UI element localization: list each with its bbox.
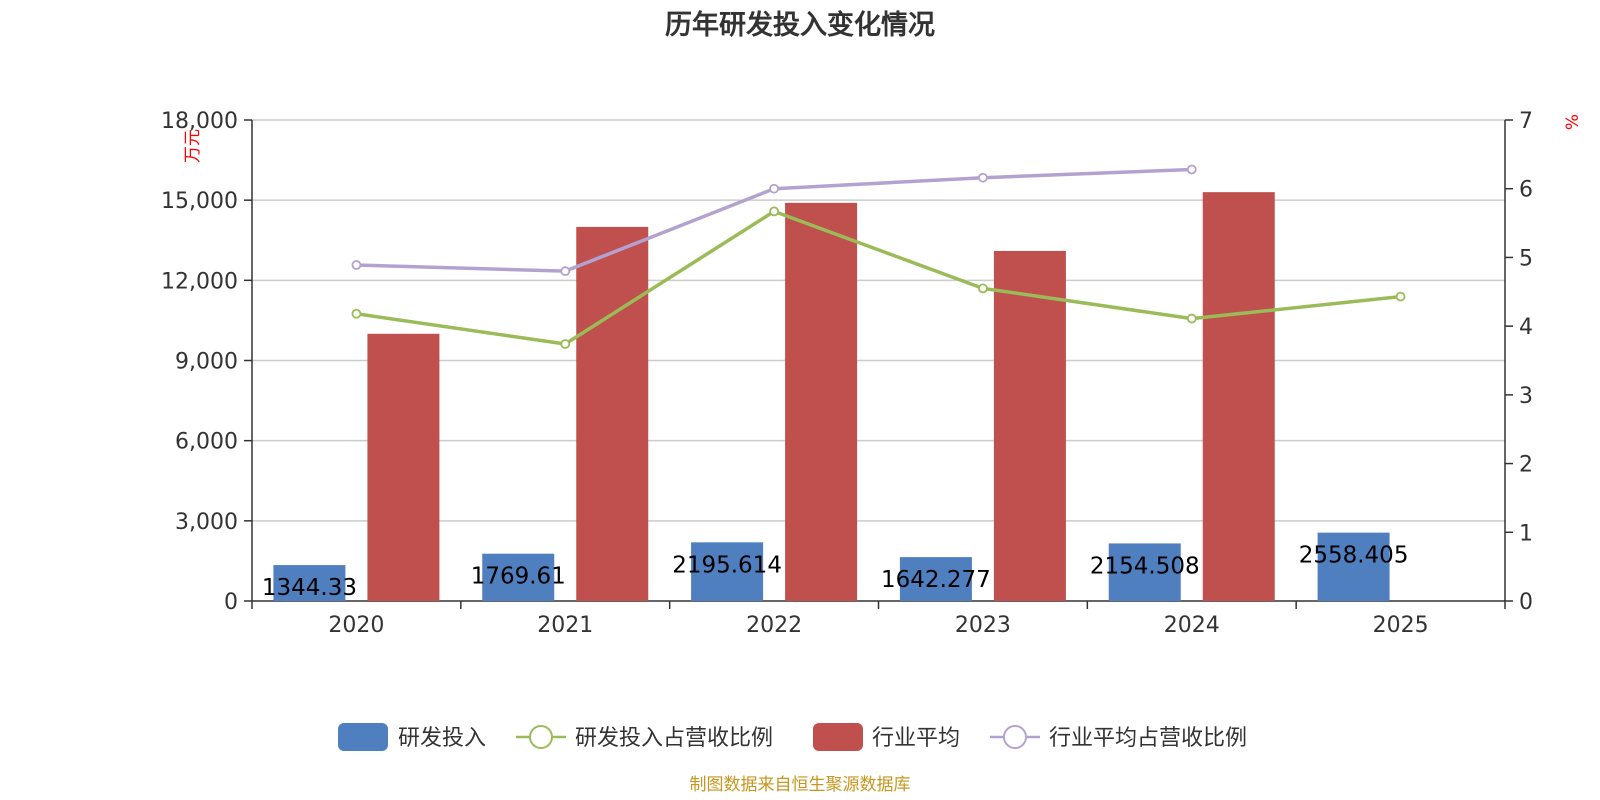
x-tick-label: 2025 [1373, 613, 1429, 638]
legend-label: 研发投入占营收比例 [575, 726, 773, 751]
x-tick-label: 2024 [1164, 613, 1220, 638]
y-left-tick-label: 18,000 [161, 109, 238, 134]
bar-研发投入 [1108, 543, 1181, 601]
legend-label: 行业平均占营收比例 [1049, 726, 1247, 751]
y-right-tick-label: 0 [1519, 590, 1533, 615]
line-研发投入占营收比例 [356, 209, 1401, 346]
y-right-tick-label: 7 [1519, 109, 1533, 134]
point-行业平均占营收比例 [769, 183, 779, 194]
y-left-tick-label: 9,000 [175, 350, 238, 375]
y-right-unit: % [1563, 114, 1583, 130]
x-tick-label: 2022 [746, 613, 802, 638]
legend-label: 研发投入 [398, 726, 486, 751]
bar-data-label: 1642.277 [881, 567, 991, 593]
y-left-unit: 万元 [183, 129, 203, 163]
point-行业平均占营收比例 [978, 172, 988, 183]
bar-data-label: 2154.508 [1090, 553, 1200, 579]
bar-data-label: 2558.405 [1299, 543, 1409, 569]
y-right-tick-label: 2 [1519, 453, 1533, 478]
y-right-tick-label: 5 [1519, 246, 1533, 271]
legend-label: 行业平均 [872, 726, 960, 751]
legend-marker-研发投入占营收比例 [529, 725, 553, 749]
y-right-tick-label: 6 [1519, 178, 1533, 203]
bar-研发投入 [482, 553, 555, 601]
bar-行业平均 [1202, 192, 1275, 601]
source-note: 制图数据来自恒生聚源数据库 [690, 775, 911, 795]
y-left-tick-label: 12,000 [161, 269, 238, 294]
x-tick-label: 2020 [328, 613, 384, 638]
y-left-tick-label: 0 [224, 590, 238, 615]
bar-data-label: 1769.61 [471, 564, 566, 590]
y-left-tick-label: 3,000 [175, 510, 238, 535]
point-研发投入占营收比例 [560, 339, 571, 349]
legend-swatch-研发投入 [338, 723, 388, 751]
y-left-tick-label: 6,000 [175, 430, 238, 455]
legend-swatch-行业平均 [813, 723, 863, 751]
point-研发投入占营收比例 [1186, 313, 1197, 324]
bar-data-label: 2195.614 [672, 552, 782, 578]
bar-研发投入 [691, 542, 764, 601]
x-tick-label: 2021 [537, 613, 593, 638]
legend-marker-行业平均占营收比例 [1003, 725, 1027, 749]
axes: 0 3,000 6,000 9,000 12,000 15,000 18,000 0 1 2 3 4 5… [161, 109, 1583, 638]
y-right-tick-label: 1 [1519, 521, 1533, 546]
bar-行业平均 [367, 333, 440, 601]
chart-title: 历年研发投入变化情况 [665, 9, 935, 41]
bar-data-label: 1344.33 [262, 575, 357, 601]
data-labels: 1344.33 1769.61 2195.614 1642.277 2154.508 25… [262, 543, 1409, 601]
bar-行业平均 [785, 202, 858, 602]
point-行业平均占营收比例 [1186, 164, 1197, 175]
bar-研发投入 [273, 565, 346, 601]
point-研发投入占营收比例 [351, 308, 362, 319]
bar-行业平均 [993, 250, 1066, 601]
y-left-tick-label: 15,000 [161, 189, 238, 214]
point-行业平均占营收比例 [351, 260, 362, 270]
bar-研发投入 [899, 557, 972, 601]
bars [273, 192, 1390, 602]
legend[interactable]: 研发投入 研发投入占营收比例 行业平均 行业平均占营收比例 [338, 723, 1247, 751]
x-tick-label: 2023 [955, 613, 1011, 638]
lines [351, 164, 1406, 349]
bar-研发投入 [1317, 532, 1390, 601]
grid-lines [252, 119, 1505, 522]
point-研发投入占营收比例 [769, 206, 779, 217]
y-right-tick-label: 3 [1519, 384, 1533, 409]
bar-行业平均 [576, 226, 649, 601]
y-right-tick-label: 4 [1519, 315, 1533, 340]
point-研发投入占营收比例 [978, 283, 988, 294]
point-研发投入占营收比例 [1395, 291, 1406, 302]
point-行业平均占营收比例 [560, 266, 571, 277]
